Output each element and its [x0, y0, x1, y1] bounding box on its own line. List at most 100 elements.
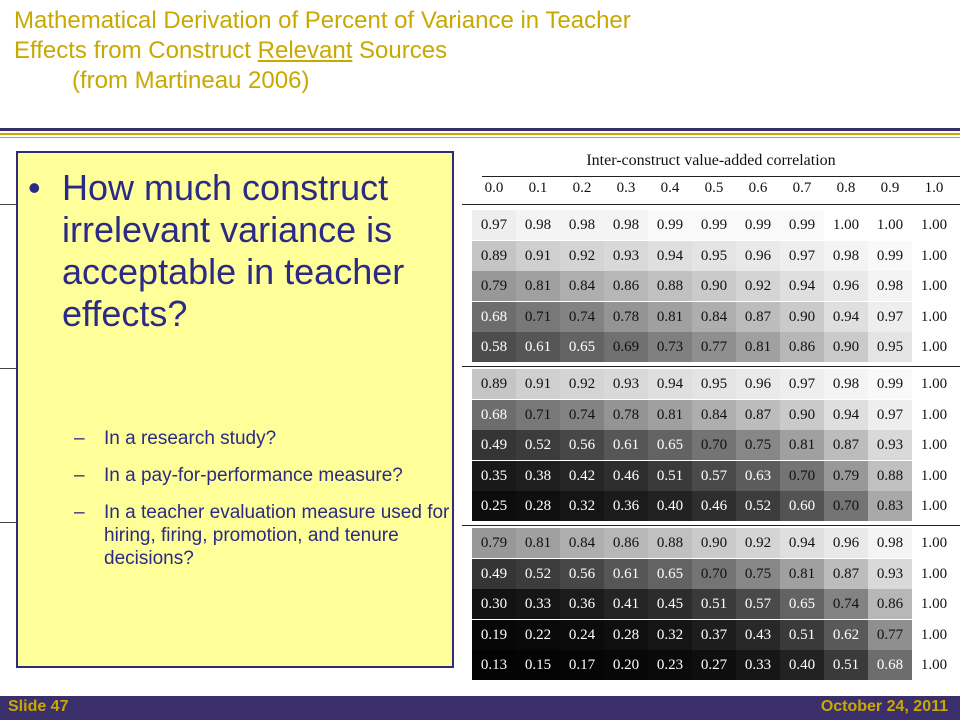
table-cell: 0.57 [692, 460, 736, 491]
table-cell: 0.78 [604, 301, 648, 332]
table-cell: 0.81 [648, 399, 692, 430]
table-cell: 1.00 [912, 491, 956, 522]
table-cell: 0.94 [648, 369, 692, 399]
dash-marker: – [74, 502, 85, 523]
table-cell: 0.81 [736, 332, 780, 363]
table-cell: 0.56 [560, 558, 604, 589]
table-cell: 0.96 [824, 271, 868, 302]
table-cell: 0.51 [648, 460, 692, 491]
table-cell: 0.99 [780, 210, 824, 240]
table-column-rule [462, 204, 960, 205]
table-cell: 0.88 [868, 460, 912, 491]
table-cell: 0.42 [560, 460, 604, 491]
table-cell: 0.86 [868, 589, 912, 620]
table-cell: 0.96 [824, 528, 868, 558]
table-cell: 0.35 [472, 460, 516, 491]
table-cell: 0.57 [736, 589, 780, 620]
table-cell: 0.95 [692, 240, 736, 271]
table-cell: 0.89 [472, 369, 516, 399]
title-line-2-pre: Effects from Construct [14, 37, 258, 64]
table-cell: 1.00 [912, 528, 956, 558]
correlation-table: Inter-construct value-added correlation … [462, 140, 960, 681]
table-cell: 0.17 [560, 650, 604, 681]
table-cell: 0.79 [472, 271, 516, 302]
table-cell: 0.99 [736, 210, 780, 240]
table-cell: 0.75 [736, 558, 780, 589]
table-cell: 0.97 [472, 210, 516, 240]
table-cell: 0.19 [472, 619, 516, 650]
slide-number: Slide 47 [8, 698, 69, 715]
table-cell: 0.45 [648, 589, 692, 620]
table-column-header: 0.2 [572, 180, 592, 196]
table-cell: 0.32 [560, 491, 604, 522]
table-cell: 1.00 [912, 589, 956, 620]
table-cell: 0.69 [604, 332, 648, 363]
table-stub-line [0, 368, 16, 369]
table-cell: 0.36 [604, 491, 648, 522]
table-cell: 0.73 [648, 332, 692, 363]
sub-bullet-item: – In a teacher evaluation measure used fo… [74, 501, 454, 570]
table-cell: 0.93 [868, 430, 912, 461]
table-cell: 1.00 [912, 430, 956, 461]
title-citation: (from Martineau 2006) [72, 67, 310, 94]
bullet-marker: • [28, 167, 41, 208]
table-cell: 0.46 [692, 491, 736, 522]
table-cell: 0.87 [736, 301, 780, 332]
table-cell: 0.87 [736, 399, 780, 430]
dash-marker: – [74, 465, 85, 486]
table-cell: 1.00 [824, 210, 868, 240]
table-cell: 0.30 [472, 589, 516, 620]
table-stub-line [0, 522, 16, 523]
table-column-header: 0.6 [748, 180, 768, 196]
table-cell: 0.81 [516, 528, 560, 558]
table-cell: 0.93 [604, 240, 648, 271]
sub-bullet-item: – In a research study? [74, 427, 454, 450]
table-cell: 0.92 [560, 240, 604, 271]
table-column-header: 0.0 [484, 180, 504, 196]
sub-bullet-text: In a research study? [104, 428, 277, 449]
table-cell: 0.46 [604, 460, 648, 491]
table-cell: 0.61 [604, 430, 648, 461]
table-cell: 0.88 [648, 528, 692, 558]
table-cell: 0.49 [472, 430, 516, 461]
sub-bullet-item: – In a pay-for-performance measure? [74, 464, 454, 487]
table-cell: 0.33 [736, 650, 780, 681]
table-cell: 0.98 [824, 369, 868, 399]
table-cell: 1.00 [912, 332, 956, 363]
dash-marker: – [74, 428, 85, 449]
table-cell: 0.79 [824, 460, 868, 491]
table-cell: 0.91 [516, 240, 560, 271]
table-cell: 0.83 [868, 491, 912, 522]
table-cell: 0.98 [868, 528, 912, 558]
table-cell: 0.84 [692, 399, 736, 430]
table-cell: 0.95 [868, 332, 912, 363]
table-cell: 0.84 [692, 301, 736, 332]
table-cell: 0.63 [736, 460, 780, 491]
table-stub-line [0, 204, 16, 205]
table-column-header: 0.1 [528, 180, 548, 196]
question-callout: • How much construct irrelevant variance… [16, 151, 454, 668]
table-cell: 0.93 [868, 558, 912, 589]
table-cell: 1.00 [912, 650, 956, 681]
table-cell: 0.51 [692, 589, 736, 620]
table-cell: 1.00 [912, 369, 956, 399]
table-cell: 0.52 [516, 430, 560, 461]
table-cell: 0.94 [780, 271, 824, 302]
table-cell: 0.96 [736, 240, 780, 271]
table-cell: 1.00 [912, 460, 956, 491]
title-line-1: Mathematical Derivation of Percent of Va… [14, 7, 631, 34]
table-cell: 0.91 [516, 369, 560, 399]
table-cell: 1.00 [912, 240, 956, 271]
table-cell: 0.13 [472, 650, 516, 681]
table-cell: 0.15 [516, 650, 560, 681]
table-cell: 0.52 [736, 491, 780, 522]
table-group-rule [462, 525, 960, 526]
table-cell: 0.65 [560, 332, 604, 363]
table-cell: 1.00 [912, 301, 956, 332]
table-cell: 1.00 [912, 399, 956, 430]
table-cell: 0.98 [604, 210, 648, 240]
slide-title: Mathematical Derivation of Percent of Va… [14, 6, 944, 96]
table-cell: 0.92 [736, 528, 780, 558]
table-cell: 0.81 [780, 430, 824, 461]
table-cell: 1.00 [912, 619, 956, 650]
